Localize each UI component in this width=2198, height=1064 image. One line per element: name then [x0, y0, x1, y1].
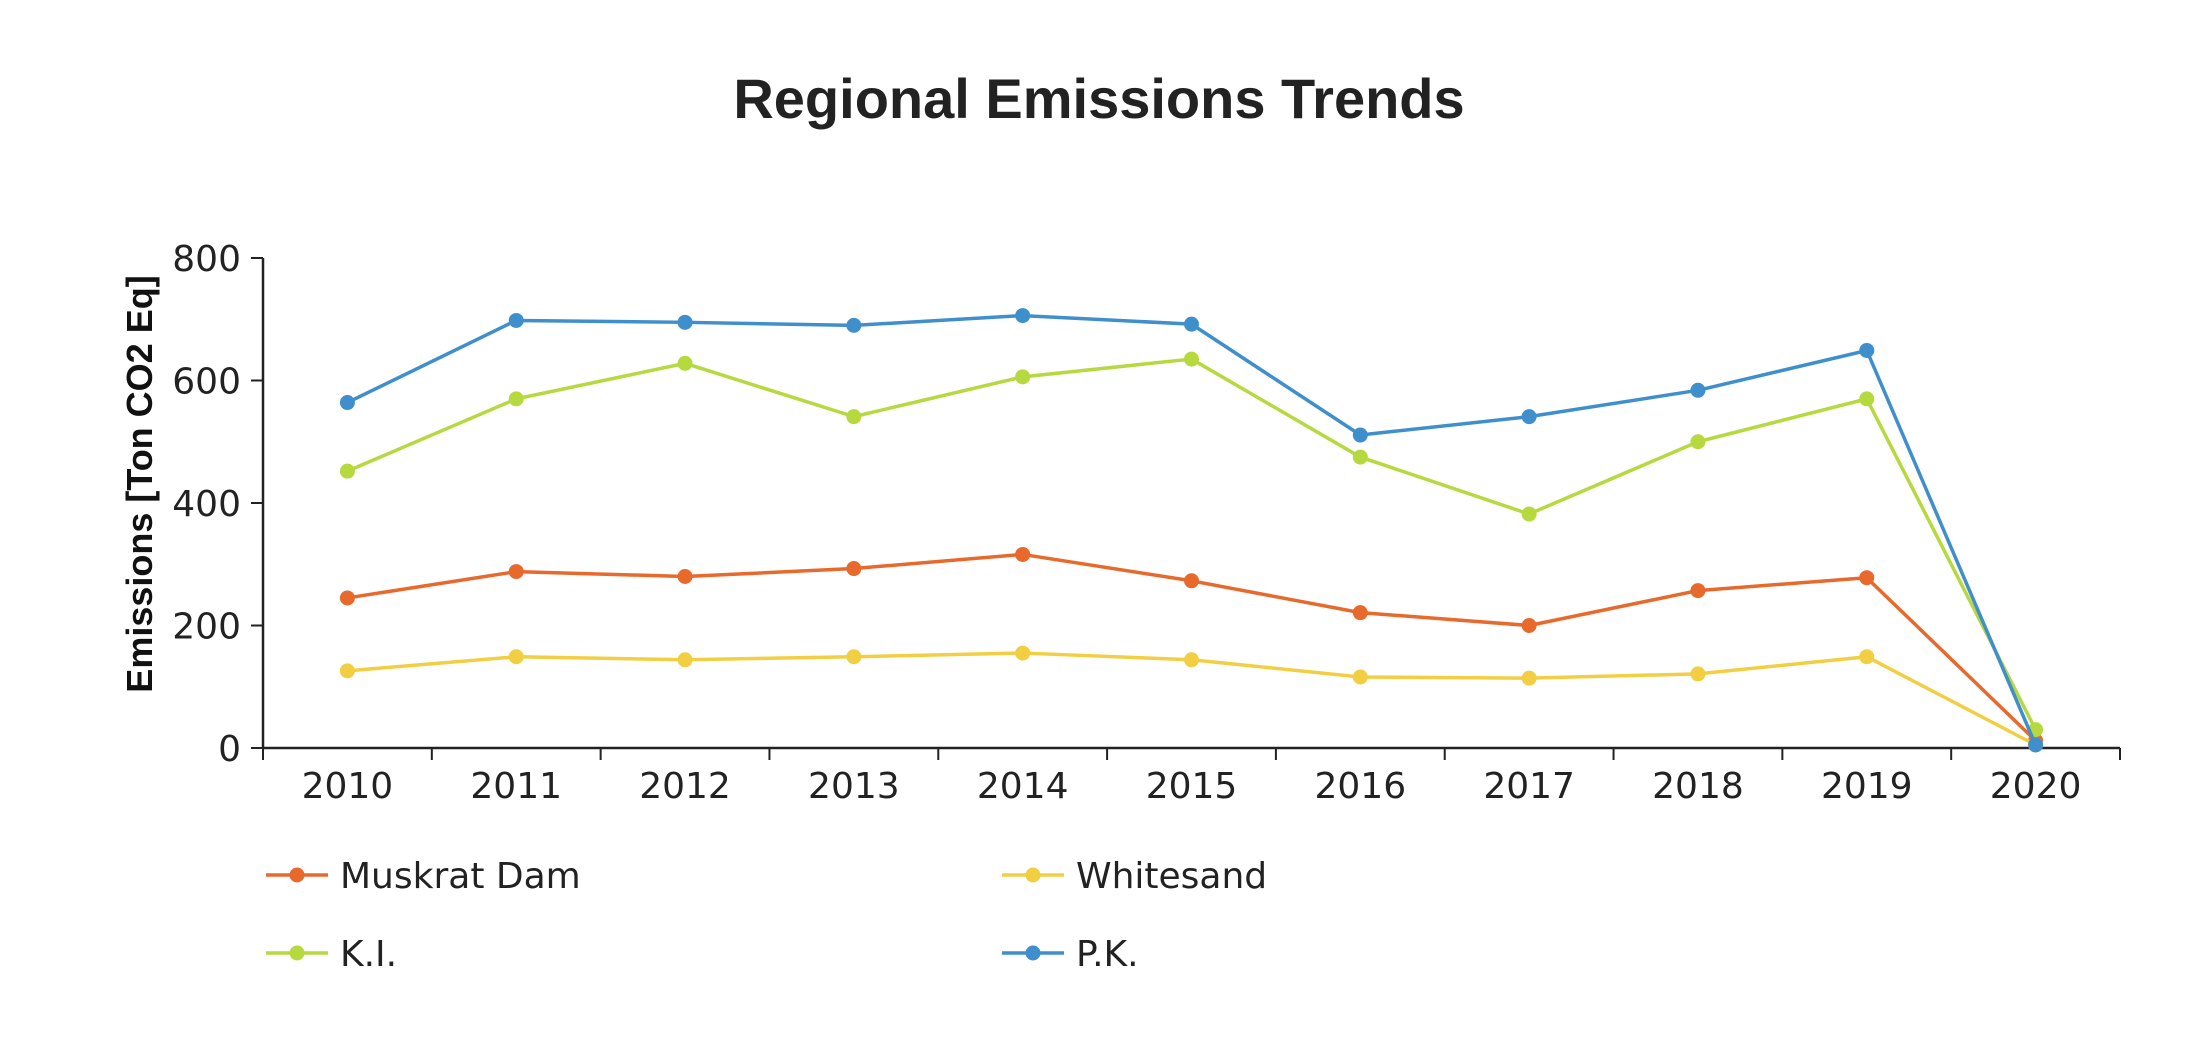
data-point-muskrat-dam	[1859, 570, 1875, 586]
data-point-muskrat-dam	[1690, 583, 1706, 599]
legend-swatch-marker	[289, 867, 305, 883]
series-k-i	[339, 351, 2044, 738]
series-whitesand	[339, 645, 2044, 753]
y-tick-label: 200	[172, 607, 241, 648]
legend-item-p-k: P.K.	[1002, 934, 1139, 975]
y-axis-title: Emissions [Ton CO2 Eq]	[119, 275, 160, 692]
data-point-k-i	[1859, 391, 1875, 407]
data-point-muskrat-dam	[1015, 546, 1031, 562]
data-point-whitesand	[846, 649, 862, 665]
data-point-muskrat-dam	[677, 569, 693, 584]
x-axis: 2010 2011 2012 2013 2014 2015 2016 2017 2018 2019…	[262, 746, 2121, 807]
legend-label: K.I.	[340, 934, 397, 975]
data-point-k-i	[1184, 351, 1199, 367]
data-point-k-i	[846, 409, 862, 425]
series-p-k	[339, 308, 2044, 753]
x-tick-label: 2010	[302, 766, 394, 807]
data-point-k-i	[1352, 449, 1368, 465]
data-point-p-k	[2028, 737, 2044, 753]
y-axis: 0 200 400 600 800	[172, 239, 265, 770]
data-point-k-i	[339, 463, 355, 479]
data-point-p-k	[846, 317, 862, 333]
x-tick-label: 2014	[977, 766, 1069, 807]
x-tick-label: 2016	[1315, 766, 1407, 807]
data-point-k-i	[1690, 434, 1706, 450]
x-tick-label: 2012	[639, 766, 731, 807]
x-tick-label: 2019	[1821, 766, 1913, 807]
data-point-k-i	[1521, 506, 1537, 522]
data-point-p-k	[1521, 409, 1537, 425]
data-point-muskrat-dam	[1184, 573, 1199, 589]
series-group	[339, 308, 2044, 753]
data-point-p-k	[677, 314, 693, 330]
data-point-p-k	[508, 312, 524, 328]
data-point-whitesand	[677, 652, 693, 668]
data-point-whitesand	[1859, 649, 1875, 665]
data-point-whitesand	[1690, 666, 1706, 682]
data-point-p-k	[1690, 382, 1706, 398]
data-point-p-k	[1184, 316, 1199, 332]
legend-label: Muskrat Dam	[340, 856, 581, 897]
legend-label: P.K.	[1076, 934, 1139, 975]
data-point-whitesand	[508, 649, 524, 665]
legend-item-k-i: K.I.	[266, 934, 397, 975]
series-line-k-i	[346, 357, 2038, 731]
y-tick-label: 600	[172, 362, 241, 403]
chart-title: Regional Emissions Trends	[733, 67, 1464, 130]
data-point-k-i	[508, 391, 524, 407]
data-point-p-k	[1859, 342, 1875, 358]
data-point-whitesand	[1184, 652, 1199, 668]
data-point-whitesand	[339, 663, 355, 679]
data-point-p-k	[339, 395, 355, 411]
legend-swatch-marker	[1025, 867, 1041, 883]
data-point-k-i	[677, 355, 693, 371]
data-point-k-i	[1015, 369, 1031, 385]
data-point-whitesand	[1015, 645, 1031, 661]
data-point-muskrat-dam	[846, 561, 862, 577]
legend-swatch-marker	[1025, 945, 1041, 961]
legend: Muskrat Dam Whitesand K.I. P.K.	[266, 856, 1267, 975]
legend-swatch-marker	[289, 945, 305, 961]
data-point-muskrat-dam	[1521, 618, 1537, 633]
data-point-whitesand	[1521, 670, 1537, 686]
x-tick-label: 2011	[470, 766, 562, 807]
data-point-p-k	[1015, 308, 1031, 324]
data-point-p-k	[1352, 427, 1368, 443]
y-tick-label: 800	[172, 239, 241, 280]
legend-item-muskrat-dam: Muskrat Dam	[266, 856, 581, 897]
data-point-whitesand	[1352, 669, 1368, 685]
legend-item-whitesand: Whitesand	[1002, 856, 1267, 897]
series-muskrat-dam	[339, 546, 2044, 749]
data-point-muskrat-dam	[1352, 605, 1368, 621]
x-tick-label: 2018	[1652, 766, 1744, 807]
x-tick-label: 2015	[1146, 766, 1238, 807]
x-tick-label: 2020	[1990, 766, 2082, 807]
y-tick-label: 0	[218, 729, 241, 770]
x-tick-label: 2017	[1483, 766, 1575, 807]
data-point-muskrat-dam	[508, 564, 524, 580]
data-point-muskrat-dam	[339, 590, 355, 606]
y-tick-label: 400	[172, 484, 241, 525]
x-tick-label: 2013	[808, 766, 900, 807]
legend-label: Whitesand	[1076, 856, 1267, 897]
